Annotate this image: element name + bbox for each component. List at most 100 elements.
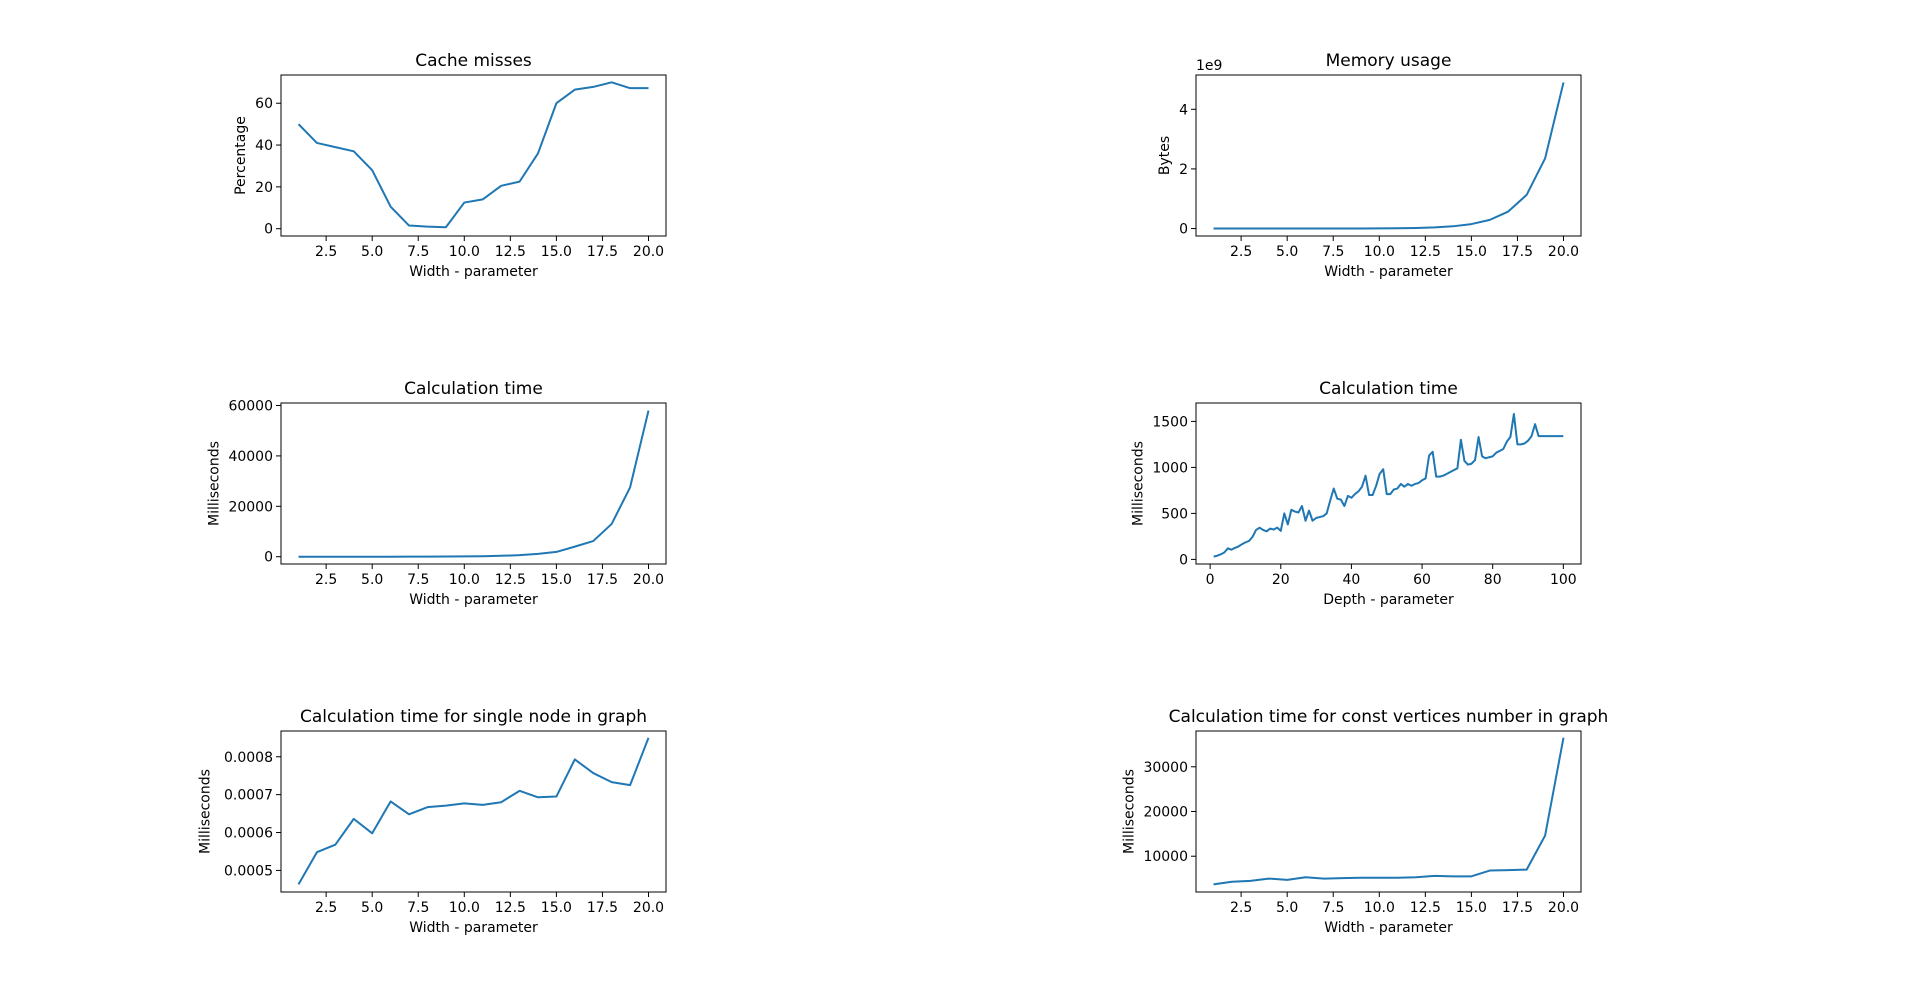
y-tick-label: 10000	[1143, 849, 1188, 865]
chart-title: Calculation time	[1319, 379, 1458, 399]
y-tick-label: 30000	[1143, 760, 1188, 776]
series-line	[297, 81, 649, 229]
x-tick-label: 5.0	[361, 900, 383, 916]
chart-title: Calculation time for single node in grap…	[300, 707, 647, 727]
y-tick-label: 0.0008	[224, 750, 273, 766]
y-tick-label: 0	[264, 222, 273, 238]
series-line	[298, 410, 650, 558]
x-axis-label: Width - parameter	[409, 920, 538, 936]
x-tick-label: 10.0	[449, 244, 480, 260]
x-tick-label: 5.0	[1276, 244, 1298, 260]
y-tick-label: 40	[255, 138, 273, 154]
x-tick-label: 100	[1550, 572, 1577, 588]
y-tick-label: 40000	[228, 449, 273, 465]
x-tick-label: 15.0	[1456, 244, 1487, 260]
y-tick-label: 20	[255, 180, 273, 196]
y-axis-label: Percentage	[233, 116, 249, 195]
plot-frame	[1195, 402, 1582, 565]
x-tick-label: 17.5	[1502, 244, 1533, 260]
x-tick-label: 80	[1484, 572, 1502, 588]
x-tick-label: 15.0	[1456, 900, 1487, 916]
plot-frame	[1195, 730, 1582, 893]
series-line	[1213, 413, 1564, 558]
x-tick-label: 7.5	[407, 900, 429, 916]
y-tick-label: 0	[1179, 222, 1188, 238]
x-tick-label: 60	[1413, 572, 1431, 588]
series-line	[297, 737, 650, 885]
chart-title: Calculation time	[404, 379, 543, 399]
chart-5: Calculation time for single node in grap…	[198, 707, 667, 936]
y-axis-label: Milliseconds	[198, 769, 214, 854]
y-axis-label: Milliseconds	[207, 441, 223, 526]
x-axis-label: Width - parameter	[409, 592, 538, 608]
x-tick-label: 17.5	[587, 572, 618, 588]
chart-1: Cache misses 2.5 5.0 7.5 10.0 12.5 15.0 17.5 20.…	[233, 51, 667, 280]
chart-3: Calculation time 2.5 5.0 7.5 10.0 12.5 15.0 17.…	[207, 379, 667, 608]
y-tick-label: 500	[1161, 506, 1188, 522]
x-axis-label: Width - parameter	[1324, 920, 1453, 936]
x-tick-label: 2.5	[315, 572, 337, 588]
x-tick-label: 2.5	[315, 900, 337, 916]
y-axis-label: Bytes	[1157, 136, 1173, 175]
x-tick-label: 20.0	[633, 244, 664, 260]
series-line	[1213, 82, 1565, 230]
plot-frame	[280, 74, 667, 237]
x-tick-label: 12.5	[495, 244, 526, 260]
x-tick-label: 20.0	[1548, 244, 1579, 260]
y-tick-label: 0	[1179, 552, 1188, 568]
x-tick-label: 20.0	[1548, 900, 1579, 916]
x-tick-label: 12.5	[1410, 900, 1441, 916]
y-tick-label: 0.0005	[224, 863, 273, 879]
x-tick-label: 5.0	[361, 244, 383, 260]
x-tick-label: 5.0	[361, 572, 383, 588]
x-tick-label: 0	[1206, 572, 1215, 588]
y-offset-label: 1e9	[1196, 58, 1222, 74]
x-tick-label: 15.0	[541, 244, 572, 260]
plot-frame	[280, 402, 667, 565]
plot-frame	[280, 730, 667, 893]
x-tick-label: 2.5	[1230, 244, 1252, 260]
x-axis-label: Width - parameter	[1324, 264, 1453, 280]
x-tick-label: 10.0	[1364, 244, 1395, 260]
x-tick-label: 12.5	[495, 900, 526, 916]
y-tick-label: 60	[255, 96, 273, 112]
chart-title: Cache misses	[415, 51, 532, 71]
x-tick-label: 12.5	[1410, 244, 1441, 260]
y-tick-label: 20000	[228, 499, 273, 515]
chart-6: Calculation time for const vertices numb…	[1122, 707, 1609, 936]
y-axis-label: Milliseconds	[1130, 441, 1146, 526]
x-tick-label: 2.5	[1230, 900, 1252, 916]
y-tick-label: 20000	[1143, 805, 1188, 821]
chart-2: Memory usage 2.5 5.0 7.5 10.0 12.5 15.0 17.5 20.…	[1157, 51, 1582, 280]
x-tick-label: 10.0	[1364, 900, 1395, 916]
x-tick-label: 7.5	[407, 572, 429, 588]
y-tick-label: 0.0006	[224, 826, 273, 842]
x-tick-label: 20	[1272, 572, 1290, 588]
x-tick-label: 10.0	[449, 572, 480, 588]
x-tick-label: 17.5	[1502, 900, 1533, 916]
y-tick-label: 0.0007	[224, 788, 273, 804]
series-line	[1213, 737, 1565, 886]
x-tick-label: 2.5	[315, 244, 337, 260]
y-axis-label: Milliseconds	[1122, 769, 1138, 854]
y-tick-label: 60000	[228, 399, 273, 415]
x-tick-label: 10.0	[449, 900, 480, 916]
x-axis-label: Width - parameter	[409, 264, 538, 280]
x-tick-label: 7.5	[1322, 244, 1344, 260]
y-tick-label: 1500	[1152, 414, 1188, 430]
x-tick-label: 15.0	[541, 900, 572, 916]
x-tick-label: 12.5	[495, 572, 526, 588]
x-tick-label: 20.0	[633, 572, 664, 588]
x-tick-label: 15.0	[541, 572, 572, 588]
x-tick-label: 20.0	[633, 900, 664, 916]
x-axis-label: Depth - parameter	[1323, 592, 1454, 608]
y-tick-label: 0	[264, 550, 273, 566]
chart-title: Memory usage	[1326, 51, 1452, 71]
y-tick-label: 4	[1179, 102, 1188, 118]
y-tick-label: 2	[1179, 162, 1188, 178]
x-tick-label: 7.5	[1322, 900, 1344, 916]
y-tick-label: 1000	[1152, 460, 1188, 476]
x-tick-label: 17.5	[587, 900, 618, 916]
